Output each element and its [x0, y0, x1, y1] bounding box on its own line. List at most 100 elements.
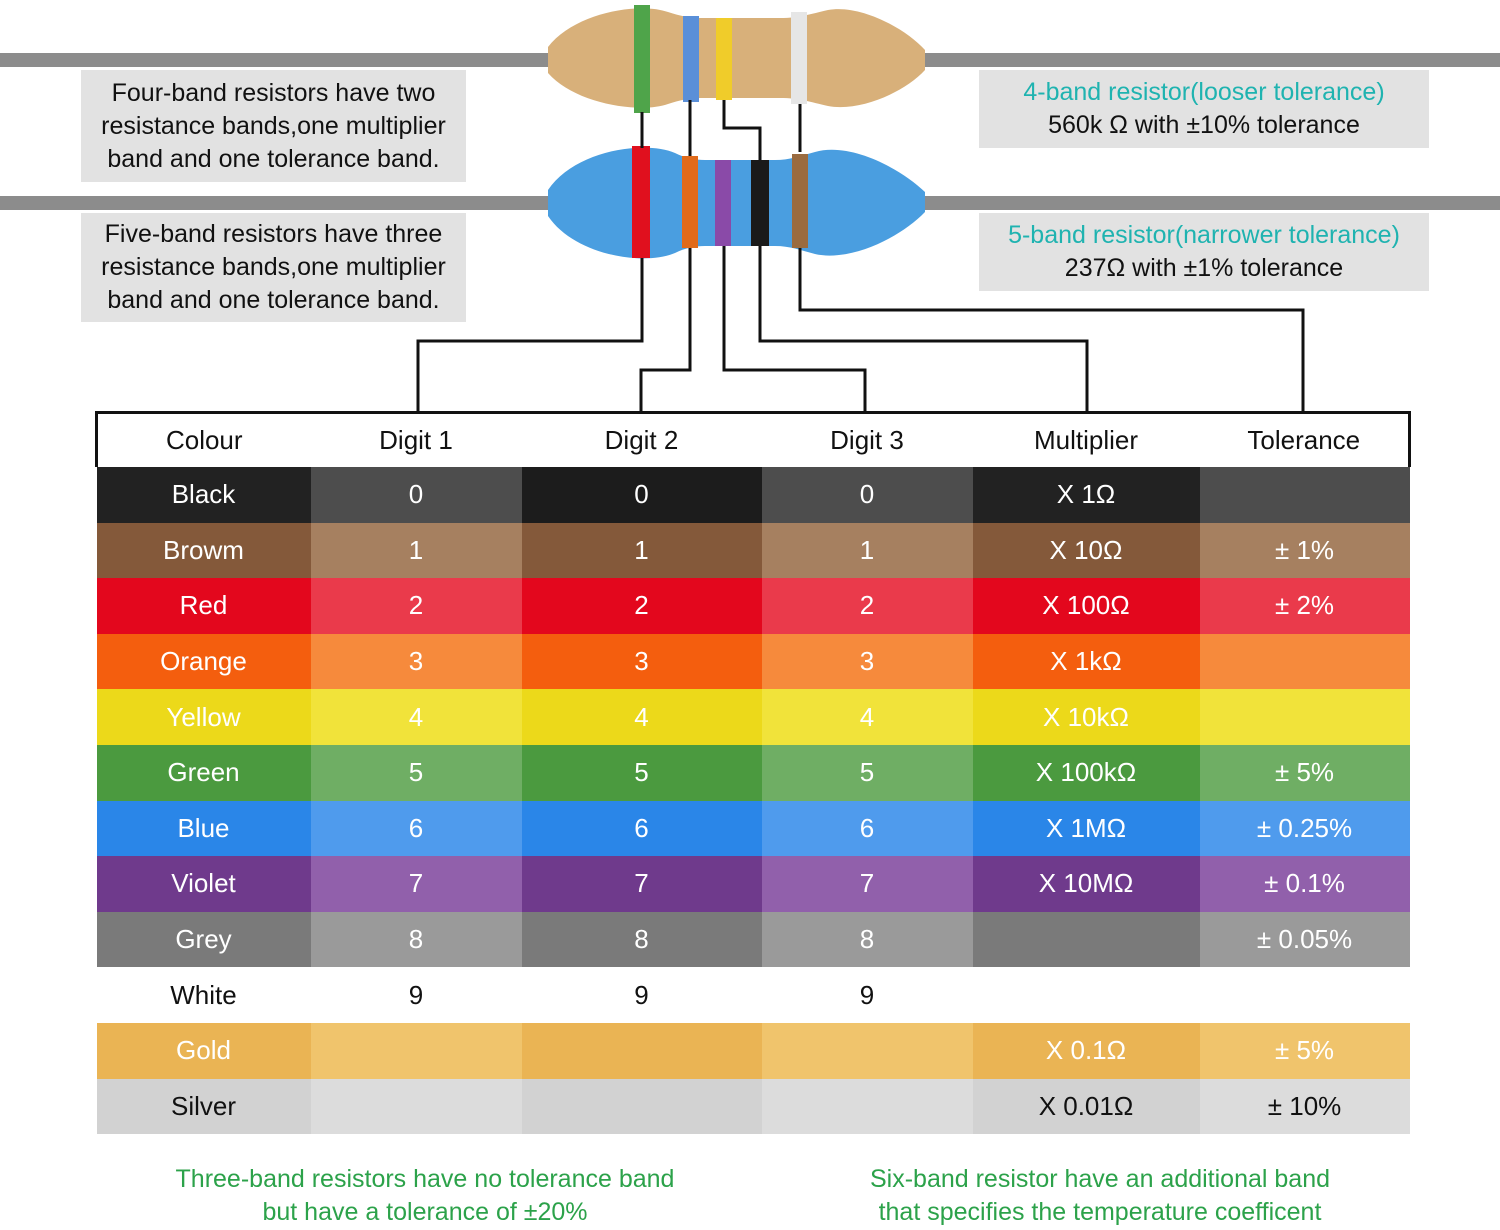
- four-band-lead-left: [0, 53, 560, 67]
- table-row: White 9 9 9: [96, 967, 1410, 1023]
- digit-3-cell: 6: [761, 800, 973, 857]
- digit-3-cell: 9: [761, 967, 973, 1023]
- tolerance-cell: ± 5%: [1199, 744, 1410, 801]
- multiplier-cell: [972, 967, 1200, 1023]
- colour-name-cell: Violet: [96, 856, 311, 912]
- connector-digit-2-lower: [639, 248, 692, 411]
- digit-2-cell: 8: [521, 911, 762, 968]
- colour-name-cell: Silver: [96, 1078, 311, 1135]
- connector-digit-3: [722, 100, 762, 160]
- header-digit-1: Digit 1: [310, 411, 522, 467]
- table-row: Gold X 0.1Ω ± 5%: [96, 1022, 1410, 1079]
- connector-digit-1-lower: [416, 258, 644, 411]
- digit-3-cell: 5: [761, 744, 973, 801]
- four-band-resistor: [548, 5, 925, 113]
- band-connectors: [416, 100, 1305, 411]
- header-digit-3: Digit 3: [761, 411, 973, 467]
- table-row: Violet 7 7 7 X 10MΩ ± 0.1%: [96, 856, 1410, 912]
- digit-3-cell: [761, 1022, 973, 1079]
- header-tolerance: Tolerance: [1199, 411, 1411, 467]
- tolerance-cell: [1199, 467, 1410, 523]
- five-band-band-1: [632, 146, 650, 258]
- four-band-description-line-3: band and one tolerance band.: [107, 144, 440, 173]
- digit-3-cell: [761, 1078, 973, 1135]
- six-band-note-line-2: that specifies the temperature coefficen…: [878, 1198, 1322, 1226]
- connector-multiplier: [758, 246, 1089, 411]
- four-band-example-title: 4-band resistor(looser tolerance): [1023, 78, 1385, 106]
- five-band-description: Five-band resistors have three resistanc…: [81, 213, 466, 322]
- colour-name-cell: White: [96, 967, 311, 1023]
- multiplier-cell: X 1Ω: [972, 467, 1200, 523]
- four-band-example: 4-band resistor(looser tolerance) 560k Ω…: [979, 70, 1429, 148]
- six-band-note-line-1: Six-band resistor have an additional ban…: [869, 1165, 1331, 1193]
- table-row: Silver X 0.01Ω ± 10%: [96, 1078, 1410, 1135]
- five-band-resistor: [548, 146, 925, 259]
- tolerance-cell: ± 0.05%: [1199, 911, 1410, 968]
- digit-1-cell: 5: [310, 744, 522, 801]
- digit-1-cell: 1: [310, 522, 522, 579]
- four-band-band-2: [683, 16, 699, 102]
- color-code-table: Colour Digit 1 Digit 2 Digit 3 Multiplie…: [95, 411, 1411, 1135]
- tolerance-cell: [1199, 633, 1410, 690]
- table-row: Black 0 0 0 X 1Ω: [96, 467, 1410, 523]
- digit-2-cell: [521, 1022, 762, 1079]
- four-band-band-1: [634, 5, 650, 113]
- table-row: Grey 8 8 8 ± 0.05%: [96, 911, 1410, 968]
- digit-2-cell: 9: [521, 967, 762, 1023]
- digit-1-cell: [310, 1022, 522, 1079]
- multiplier-cell: X 10Ω: [972, 522, 1200, 579]
- digit-2-cell: 2: [521, 578, 762, 634]
- tolerance-cell: ± 2%: [1199, 578, 1410, 634]
- three-band-note-line-1: Three-band resistors have no tolerance b…: [175, 1165, 675, 1193]
- tolerance-cell: ± 5%: [1199, 1022, 1410, 1079]
- multiplier-cell: X 1kΩ: [972, 633, 1200, 690]
- five-band-example: 5-band resistor(narrower tolerance) 237Ω…: [979, 213, 1429, 291]
- digit-1-cell: 7: [310, 856, 522, 912]
- colour-name-cell: Black: [96, 467, 311, 523]
- digit-3-cell: 0: [761, 467, 973, 523]
- five-band-description-line-2: resistance bands,one multiplier: [101, 253, 446, 281]
- tolerance-cell: ± 0.1%: [1199, 856, 1410, 912]
- digit-2-cell: 0: [521, 467, 762, 523]
- digit-2-cell: 5: [521, 744, 762, 801]
- digit-3-cell: 8: [761, 911, 973, 968]
- multiplier-cell: [972, 911, 1200, 968]
- tolerance-cell: ± 10%: [1199, 1078, 1410, 1135]
- four-band-description: Four-band resistors have two resistance …: [81, 70, 466, 182]
- colour-name-cell: Browm: [96, 522, 311, 579]
- colour-name-cell: Red: [96, 578, 311, 634]
- four-band-description-line-1: Four-band resistors have two: [111, 78, 436, 107]
- four-band-resistor-body: [548, 8, 925, 108]
- digit-2-cell: 6: [521, 800, 762, 857]
- five-band-lead-left: [0, 196, 560, 210]
- five-band-lead-right: [910, 196, 1500, 210]
- five-band-band-2: [682, 156, 698, 248]
- header-multiplier: Multiplier: [972, 411, 1200, 467]
- digit-3-cell: 2: [761, 578, 973, 634]
- digit-1-cell: 8: [310, 911, 522, 968]
- colour-name-cell: Grey: [96, 911, 311, 968]
- three-band-note: Three-band resistors have no tolerance b…: [140, 1163, 710, 1229]
- table-row: Browm 1 1 1 X 10Ω ± 1%: [96, 522, 1410, 579]
- five-band-band-4: [751, 160, 769, 246]
- digit-1-cell: 3: [310, 633, 522, 690]
- five-band-description-line-1: Five-band resistors have three: [104, 220, 443, 248]
- connector-digit-3-lower: [722, 246, 867, 411]
- five-band-example-title: 5-band resistor(narrower tolerance): [1008, 221, 1400, 249]
- colour-name-cell: Yellow: [96, 689, 311, 745]
- multiplier-cell: X 10MΩ: [972, 856, 1200, 912]
- digit-1-cell: [310, 1078, 522, 1135]
- three-band-note-line-2: but have a tolerance of ±20%: [262, 1198, 588, 1226]
- digit-1-cell: 9: [310, 967, 522, 1023]
- tolerance-cell: ± 1%: [1199, 522, 1410, 579]
- multiplier-cell: X 10kΩ: [972, 689, 1200, 745]
- digit-2-cell: 4: [521, 689, 762, 745]
- four-band-band-3: [716, 18, 732, 100]
- table-row: Yellow 4 4 4 X 10kΩ: [96, 689, 1410, 745]
- digit-3-cell: 7: [761, 856, 973, 912]
- colour-name-cell: Orange: [96, 633, 311, 690]
- table-row: Orange 3 3 3 X 1kΩ: [96, 633, 1410, 690]
- multiplier-cell: X 100kΩ: [972, 744, 1200, 801]
- four-band-example-value: 560k Ω with ±10% tolerance: [1048, 111, 1360, 139]
